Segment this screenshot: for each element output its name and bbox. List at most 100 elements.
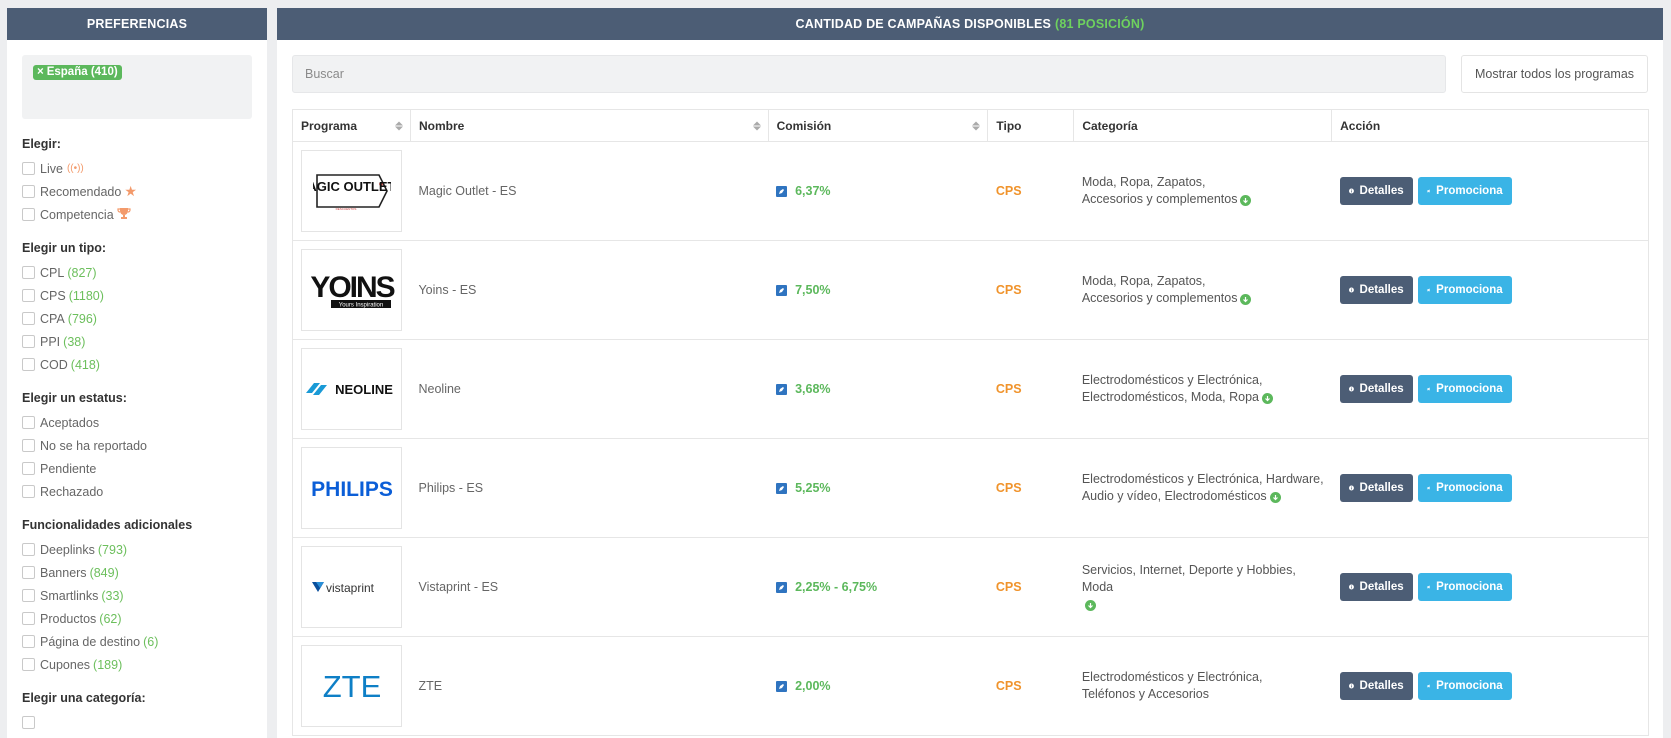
promote-button[interactable]: Promociona bbox=[1417, 672, 1512, 700]
promote-button[interactable]: Promociona bbox=[1417, 375, 1512, 403]
filter-landing-page[interactable]: Página de destino (6) bbox=[22, 630, 252, 653]
filter-not-reported[interactable]: No se ha reportado bbox=[22, 434, 252, 457]
filter-cps[interactable]: CPS (1180) bbox=[22, 284, 252, 307]
filter-count: (33) bbox=[101, 588, 124, 603]
category-line: Accesorios y complementos bbox=[1081, 291, 1238, 305]
filter-recommended[interactable]: Recomendado ★ bbox=[22, 180, 252, 203]
checkbox[interactable] bbox=[22, 312, 35, 325]
expand-down-icon[interactable] bbox=[1240, 294, 1252, 305]
tag-remove-icon[interactable]: × bbox=[37, 66, 44, 78]
edit-icon[interactable] bbox=[776, 383, 788, 395]
program-name[interactable]: Yoins - ES bbox=[410, 240, 769, 340]
filter-count: (827) bbox=[67, 265, 97, 280]
filter-pending[interactable]: Pendiente bbox=[22, 457, 252, 480]
filter-competition[interactable]: Competencia bbox=[22, 203, 252, 226]
promote-button[interactable]: Promociona bbox=[1417, 177, 1512, 205]
show-all-programs-button[interactable]: Mostrar todos los programas bbox=[1461, 55, 1648, 93]
program-name[interactable]: Magic Outlet - ES bbox=[410, 141, 769, 241]
col-comision[interactable]: Comisión bbox=[767, 109, 989, 142]
program-name[interactable]: ZTE bbox=[410, 636, 769, 736]
sort-icon[interactable] bbox=[394, 121, 403, 130]
filter-ppi[interactable]: PPI (38) bbox=[22, 330, 252, 353]
edit-icon[interactable] bbox=[776, 284, 788, 296]
filter-label: Productos bbox=[40, 611, 97, 626]
category-line: Electrodomésticos y Electrónica, bbox=[1081, 373, 1263, 387]
checkbox[interactable] bbox=[22, 439, 35, 452]
checkbox[interactable] bbox=[22, 335, 35, 348]
filter-category-first[interactable] bbox=[22, 711, 252, 734]
filter-accepted[interactable]: Aceptados bbox=[22, 411, 252, 434]
filter-banners[interactable]: Banners (849) bbox=[22, 561, 252, 584]
promote-button[interactable]: Promociona bbox=[1417, 573, 1512, 601]
sort-icon[interactable] bbox=[752, 121, 761, 130]
program-logo[interactable]: MAGIC OUTLET DESCUENTOS bbox=[301, 150, 402, 232]
expand-down-icon[interactable] bbox=[1269, 492, 1281, 503]
edit-icon[interactable] bbox=[776, 581, 788, 593]
program-name[interactable]: Neoline bbox=[410, 339, 769, 439]
table-row: ZTE ZTE 2,00% CPS Electrodomésticos y El… bbox=[292, 636, 1649, 736]
program-name[interactable]: Philips - ES bbox=[410, 438, 769, 538]
program-name[interactable]: Vistaprint - ES bbox=[410, 537, 769, 637]
filter-cpl[interactable]: CPL (827) bbox=[22, 261, 252, 284]
sort-icon[interactable] bbox=[972, 121, 981, 130]
edit-icon[interactable] bbox=[776, 185, 788, 197]
filter-group-title: Elegir un tipo: bbox=[22, 241, 107, 255]
checkbox[interactable] bbox=[22, 416, 35, 429]
details-button[interactable]: Detalles bbox=[1339, 672, 1413, 700]
details-button[interactable]: Detalles bbox=[1339, 375, 1413, 403]
program-logo[interactable]: PHILIPS bbox=[301, 447, 402, 529]
checkbox[interactable] bbox=[22, 589, 35, 602]
checkbox[interactable] bbox=[22, 266, 35, 279]
checkbox[interactable] bbox=[22, 658, 35, 671]
edit-icon[interactable] bbox=[776, 482, 788, 494]
filter-products[interactable]: Productos (62) bbox=[22, 607, 252, 630]
program-logo[interactable]: YOINS Yours Inspiration bbox=[301, 249, 402, 331]
checkbox[interactable] bbox=[22, 612, 35, 625]
col-nombre[interactable]: Nombre bbox=[409, 109, 769, 142]
checkbox[interactable] bbox=[22, 289, 35, 302]
promote-button[interactable]: Promociona bbox=[1417, 474, 1512, 502]
details-button[interactable]: Detalles bbox=[1339, 474, 1413, 502]
sidebar-header: PREFERENCIAS bbox=[7, 8, 267, 40]
search-input[interactable] bbox=[292, 55, 1446, 93]
program-logo[interactable]: vistaprint bbox=[301, 546, 402, 628]
filter-rejected[interactable]: Rechazado bbox=[22, 480, 252, 503]
edit-icon[interactable] bbox=[776, 680, 788, 692]
commission-cell: 3,68% bbox=[768, 339, 988, 439]
filter-cpa[interactable]: CPA (796) bbox=[22, 307, 252, 330]
filter-deeplinks[interactable]: Deeplinks (793) bbox=[22, 538, 252, 561]
info-icon bbox=[1348, 584, 1354, 590]
details-button[interactable]: Detalles bbox=[1339, 177, 1413, 205]
details-button[interactable]: Detalles bbox=[1339, 573, 1413, 601]
commission-value: 2,25% - 6,75% bbox=[795, 580, 878, 594]
filter-cod[interactable]: COD (418) bbox=[22, 353, 252, 376]
checkbox[interactable] bbox=[22, 462, 35, 475]
checkbox[interactable] bbox=[22, 716, 35, 729]
filter-live[interactable]: Live ((•)) bbox=[22, 157, 252, 180]
promote-button[interactable]: Promociona bbox=[1417, 276, 1512, 304]
checkbox[interactable] bbox=[22, 566, 35, 579]
expand-down-icon[interactable] bbox=[1084, 599, 1096, 611]
filter-smartlinks[interactable]: Smartlinks (33) bbox=[22, 584, 252, 607]
country-tag[interactable]: × España (410) bbox=[33, 65, 122, 80]
checkbox[interactable] bbox=[22, 162, 35, 175]
table-row: MAGIC OUTLET DESCUENTOS Magic Outlet - E… bbox=[292, 141, 1649, 241]
commission-cell: 7,50% bbox=[768, 240, 988, 340]
program-type: CPS bbox=[987, 438, 1074, 538]
col-programa[interactable]: Programa bbox=[292, 109, 411, 142]
details-button[interactable]: Detalles bbox=[1339, 276, 1413, 304]
expand-down-icon[interactable] bbox=[1240, 195, 1252, 206]
checkbox[interactable] bbox=[22, 185, 35, 198]
program-logo[interactable]: NEOLINE bbox=[301, 348, 402, 430]
checkbox[interactable] bbox=[22, 543, 35, 556]
selected-preferences: × España (410) bbox=[22, 55, 252, 119]
checkbox[interactable] bbox=[22, 635, 35, 648]
expand-down-icon[interactable] bbox=[1262, 393, 1273, 404]
checkbox[interactable] bbox=[22, 208, 35, 221]
checkbox[interactable] bbox=[22, 485, 35, 498]
filter-coupons[interactable]: Cupones (189) bbox=[22, 653, 252, 676]
country-tag-label: España (410) bbox=[46, 66, 118, 78]
filter-count: (418) bbox=[70, 357, 100, 372]
checkbox[interactable] bbox=[22, 358, 35, 371]
program-logo[interactable]: ZTE bbox=[301, 645, 402, 727]
